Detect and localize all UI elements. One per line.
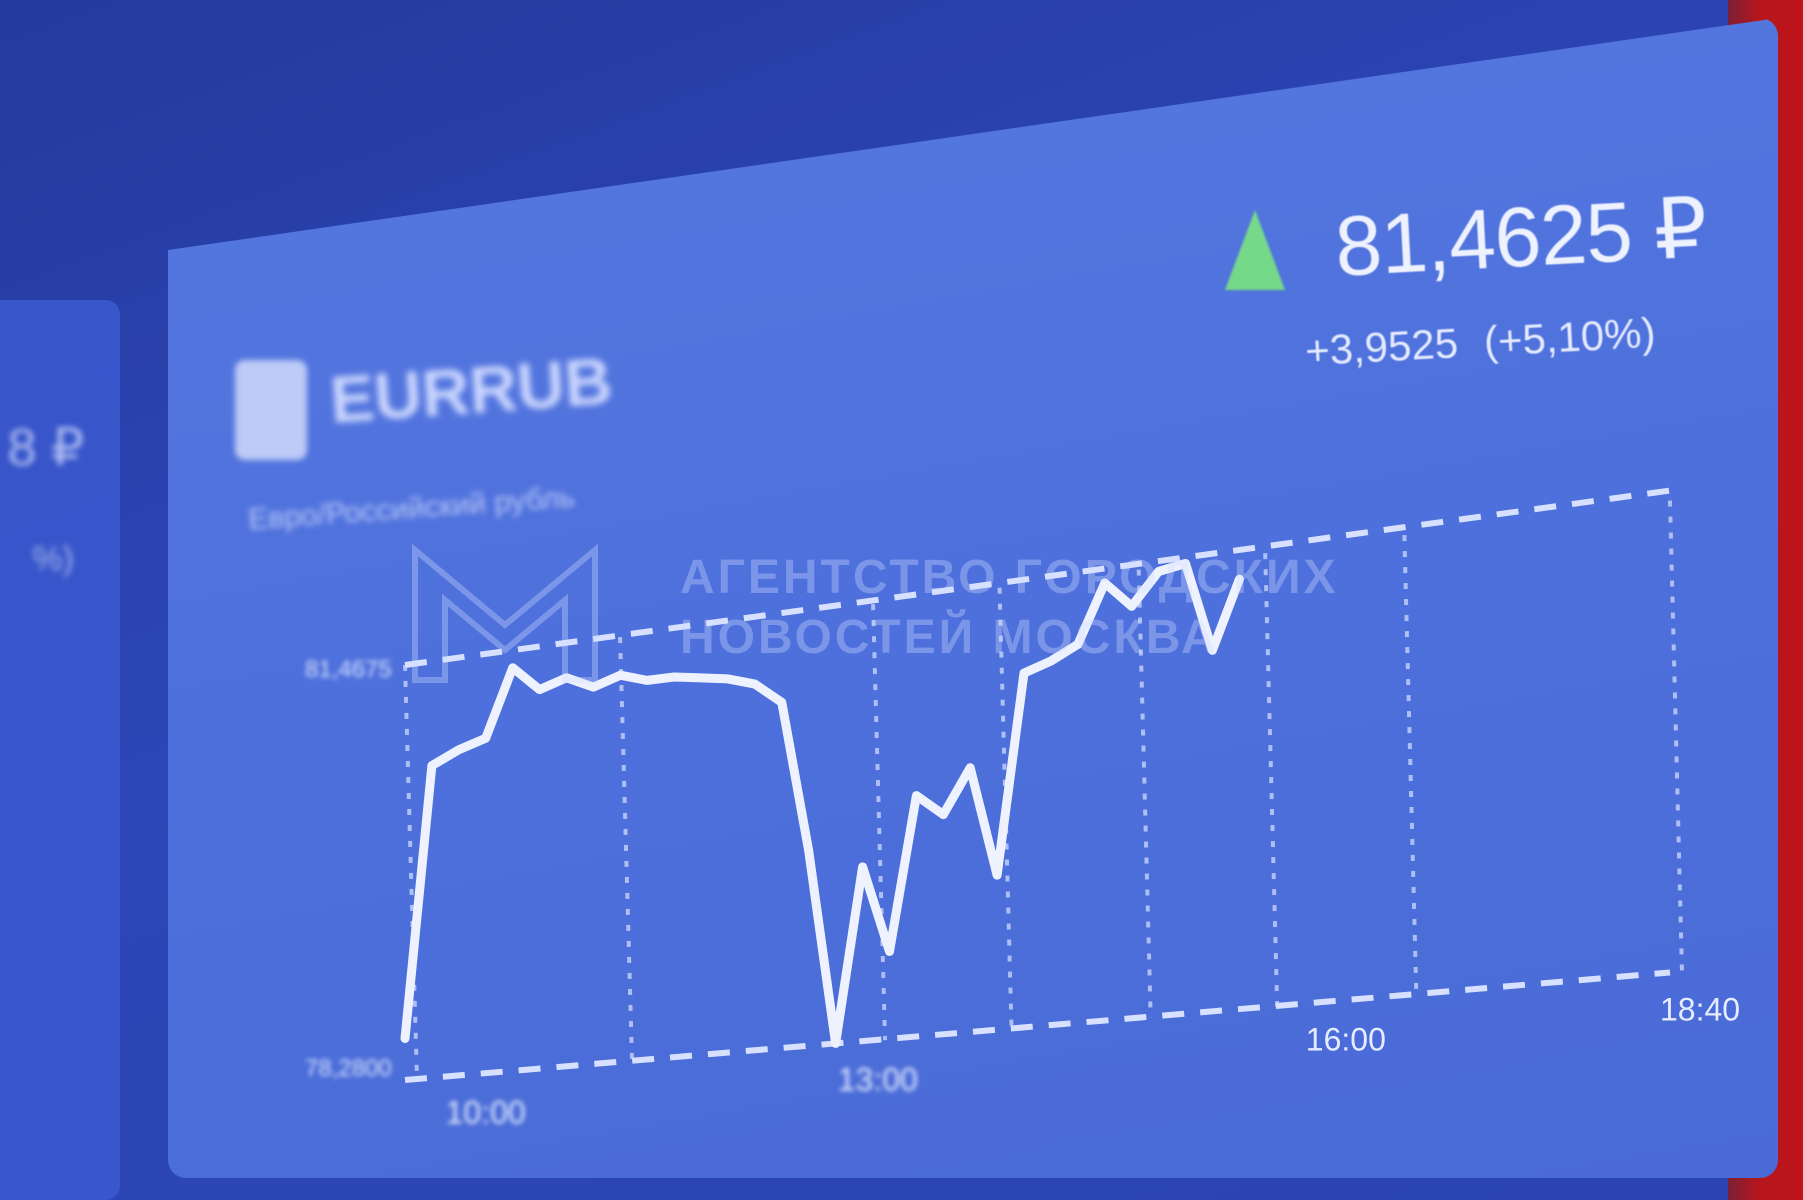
grid-vertical-line [618,636,635,1062]
grid-vertical-line [997,587,1014,1030]
watermark-line-2: НОВОСТЕЙ МОСКВА [680,611,1219,664]
x-tick-label: 18:40 [1660,991,1740,1027]
grid-vertical-line [403,664,419,1081]
watermark-line-1: АГЕНТСТВО ГОРОДСКИХ [680,551,1339,604]
grid-vertical-line [1136,569,1153,1018]
y-tick-label: 78,2800 [305,1055,392,1082]
chart-ticks: 10:00 13:00 16:00 18:40 81,4675 78,2800 [305,656,1740,1131]
x-tick-label: 10:00 [446,1095,526,1131]
grid-vertical-line [871,604,888,1041]
chart-grid [403,487,1684,1083]
grid-vertical-line [1402,535,1419,996]
y-tick-label: 81,4675 [305,656,392,683]
grid-top-line [404,487,1671,668]
trend-up-icon [1225,210,1285,290]
currency-pair-icon [235,360,307,460]
grid-bottom-line [404,969,1671,1083]
agency-logo-watermark [412,543,598,683]
adjacent-quote-panel: 8 ₽ %) [0,300,120,1200]
x-tick-label: 13:00 [838,1061,918,1097]
adjacent-panel-change: %) [32,540,74,578]
price-line [400,559,1244,1048]
x-tick-label: 16:00 [1306,1022,1386,1058]
adjacent-panel-price: 8 ₽ [7,419,84,477]
grid-vertical-line [1263,553,1280,1007]
grid-vertical-line [1668,500,1684,973]
agency-watermark: АГЕНТСТВО ГОРОДСКИХ НОВОСТЕЙ МОСКВА [680,548,1338,668]
